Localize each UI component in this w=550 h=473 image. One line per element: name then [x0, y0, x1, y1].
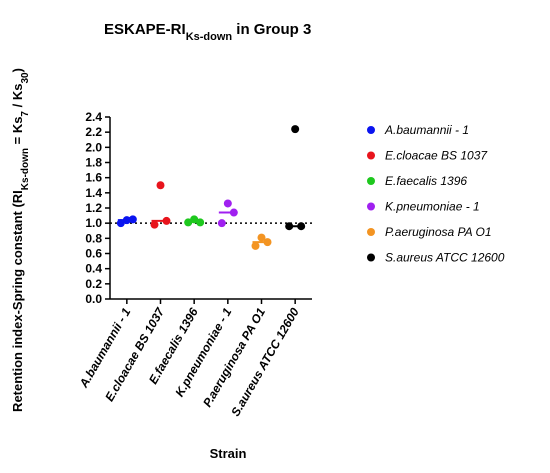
data-point — [196, 218, 205, 227]
data-point — [190, 215, 199, 224]
legend-label: E.faecalis 1396 — [385, 174, 467, 188]
data-point — [122, 216, 131, 225]
y-tick-label: 1.8 — [85, 156, 102, 170]
y-tick-label: 1.6 — [85, 171, 102, 185]
legend-marker — [367, 177, 375, 185]
subscript: Ks-down — [20, 148, 31, 190]
text-part: = Ks — [10, 117, 25, 148]
chart-title: ESKAPE-RIKs-down in Group 3 — [104, 21, 311, 43]
data-point — [150, 220, 159, 229]
x-tick-label: E.cloacae BS 1037 — [102, 304, 167, 403]
y-tick-label: 2.2 — [85, 125, 102, 139]
legend-label: A.baumannii - 1 — [384, 123, 469, 137]
data-point — [162, 216, 171, 225]
data-point — [251, 241, 260, 250]
subscript: 30 — [20, 72, 31, 84]
data-point — [229, 208, 238, 217]
y-tick-label: 1.2 — [85, 201, 102, 215]
y-tick-label: 0.0 — [85, 292, 102, 306]
y-tick-label: 1.0 — [85, 216, 102, 230]
text-part: in Group 3 — [232, 21, 311, 38]
data-point — [223, 199, 232, 208]
data-point — [217, 219, 226, 228]
data-point — [184, 218, 193, 227]
data-point — [116, 219, 125, 228]
data-point — [156, 181, 165, 190]
text-part: Retention index-Spring constant (RI — [10, 190, 25, 412]
legend-label: S.aureus ATCC 12600 — [385, 251, 505, 265]
y-tick-label: 0.6 — [85, 247, 102, 261]
legend-marker — [367, 126, 375, 134]
text-part: / Ks — [10, 84, 25, 111]
y-tick-label: 2.0 — [85, 140, 102, 154]
y-tick-label: 1.4 — [85, 186, 102, 200]
legend-label: K.pneumoniae - 1 — [385, 200, 480, 214]
x-tick-label: P.aeruginosa PA O1 — [200, 305, 268, 409]
subscript: 7 — [20, 111, 31, 117]
legend-marker — [367, 228, 375, 236]
data-point — [128, 215, 137, 224]
x-axis-title: Strain — [210, 446, 247, 461]
data-point — [291, 125, 300, 134]
legend-marker — [367, 202, 375, 211]
y-tick-label: 2.4 — [85, 110, 102, 124]
y-tick-label: 0.2 — [85, 277, 102, 291]
data-point — [285, 222, 294, 231]
data-point — [257, 233, 266, 242]
text-part: ESKAPE-RI — [104, 21, 186, 38]
text-part: ) — [10, 68, 25, 72]
legend-marker — [367, 253, 375, 262]
y-axis-title: Retention index-Spring constant (RIKs-do… — [10, 68, 31, 412]
y-tick-label: 0.8 — [85, 231, 102, 245]
legend-label: P.aeruginosa PA O1 — [385, 225, 492, 239]
legend-marker — [367, 151, 375, 160]
subscript: Ks-down — [186, 31, 233, 43]
data-point — [263, 238, 272, 247]
y-tick-label: 0.4 — [85, 262, 102, 276]
legend-label: E.cloacae BS 1037 — [385, 149, 488, 163]
data-point — [297, 222, 306, 231]
